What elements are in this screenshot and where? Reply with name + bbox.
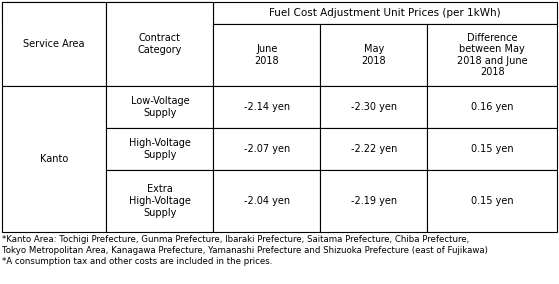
Bar — [320, 24, 428, 86]
Text: 0.15 yen: 0.15 yen — [471, 144, 514, 154]
Bar — [106, 170, 214, 232]
Bar — [2, 2, 106, 86]
Text: Contract
Category: Contract Category — [138, 33, 182, 55]
Bar — [428, 170, 557, 232]
Text: -2.19 yen: -2.19 yen — [351, 196, 397, 206]
Bar — [2, 86, 106, 232]
Bar — [106, 86, 214, 128]
Bar — [106, 128, 214, 170]
Text: Service Area: Service Area — [23, 39, 85, 49]
Bar — [320, 128, 428, 170]
Text: High-Voltage
Supply: High-Voltage Supply — [129, 138, 191, 160]
Bar — [2, 2, 106, 24]
Text: Tokyo Metropolitan Area, Kanagawa Prefecture, Yamanashi Prefecture and Shizuoka : Tokyo Metropolitan Area, Kanagawa Prefec… — [2, 246, 488, 255]
Text: *Kanto Area: Tochigi Prefecture, Gunma Prefecture, Ibaraki Prefecture, Saitama P: *Kanto Area: Tochigi Prefecture, Gunma P… — [2, 235, 469, 244]
Bar — [106, 2, 214, 86]
Text: June
2018: June 2018 — [255, 44, 280, 66]
Text: -2.30 yen: -2.30 yen — [351, 102, 397, 112]
Bar — [428, 24, 557, 86]
Bar — [214, 86, 320, 128]
Text: Low-Voltage
Supply: Low-Voltage Supply — [131, 96, 190, 118]
Text: *A consumption tax and other costs are included in the prices.: *A consumption tax and other costs are i… — [2, 257, 272, 266]
Bar — [214, 2, 557, 24]
Bar — [320, 86, 428, 128]
Text: Kanto: Kanto — [40, 154, 68, 164]
Text: -2.04 yen: -2.04 yen — [244, 196, 290, 206]
Bar — [214, 128, 320, 170]
Text: Extra
High-Voltage
Supply: Extra High-Voltage Supply — [129, 184, 191, 218]
Text: 0.15 yen: 0.15 yen — [471, 196, 514, 206]
Text: Fuel Cost Adjustment Unit Prices (per 1kWh): Fuel Cost Adjustment Unit Prices (per 1k… — [269, 8, 501, 18]
Bar — [106, 2, 214, 24]
Text: May
2018: May 2018 — [362, 44, 386, 66]
Text: 0.16 yen: 0.16 yen — [471, 102, 514, 112]
Text: Difference
between May
2018 and June
2018: Difference between May 2018 and June 201… — [457, 33, 528, 78]
Bar — [320, 170, 428, 232]
Bar — [428, 128, 557, 170]
Text: -2.22 yen: -2.22 yen — [351, 144, 397, 154]
Bar — [214, 170, 320, 232]
Text: -2.14 yen: -2.14 yen — [244, 102, 290, 112]
Bar — [214, 24, 320, 86]
Text: -2.07 yen: -2.07 yen — [244, 144, 290, 154]
Bar — [428, 86, 557, 128]
